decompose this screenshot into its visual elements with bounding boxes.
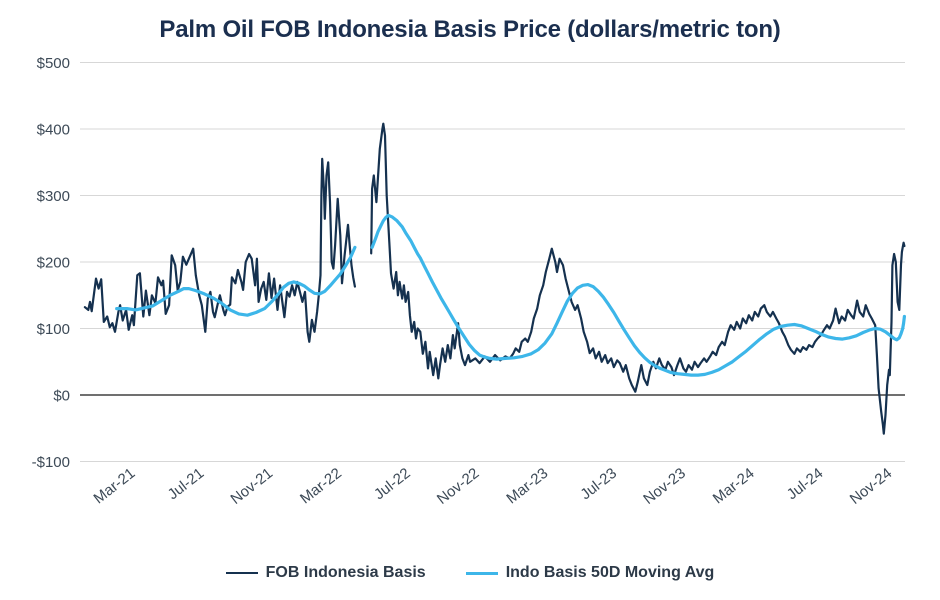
y-tick-label: -$100 xyxy=(32,454,70,471)
x-tick-label: Jul-24 xyxy=(784,465,827,504)
x-tick-label: Mar-24 xyxy=(710,465,758,508)
y-tick-label: $400 xyxy=(37,122,70,139)
legend-item-moving_avg: Indo Basis 50D Moving Avg xyxy=(465,564,715,582)
series-line-indo-basis-50d-moving-avg xyxy=(115,213,906,377)
x-tick-label: Jul-21 xyxy=(165,465,208,504)
y-tick-label: $300 xyxy=(37,188,70,205)
x-tick-label: Nov-21 xyxy=(227,465,276,508)
legend-item-basis: FOB Indonesia Basis xyxy=(225,564,426,582)
x-tick-label: Mar-23 xyxy=(503,465,551,508)
legend-swatch-moving_avg xyxy=(465,571,498,575)
y-tick-label: $100 xyxy=(37,321,70,338)
y-tick-label: $0 xyxy=(53,388,70,405)
legend-label: FOB Indonesia Basis xyxy=(265,564,426,581)
x-tick-label: Nov-22 xyxy=(434,465,483,508)
x-tick-label: Mar-21 xyxy=(91,465,139,508)
legend-swatch-basis xyxy=(225,572,258,574)
x-tick-label: Jul-23 xyxy=(577,465,620,504)
legend-label: Indo Basis 50D Moving Avg xyxy=(505,564,715,581)
x-tick-label: Nov-23 xyxy=(640,465,689,508)
x-tick-label: Nov-24 xyxy=(847,465,896,508)
y-tick-label: $500 xyxy=(37,55,70,72)
series-line-fob-indonesia-basis xyxy=(83,122,906,435)
chart-title: Palm Oil FOB Indonesia Basis Price (doll… xyxy=(159,16,781,43)
x-tick-label: Jul-22 xyxy=(371,465,414,504)
x-tick-label: Mar-22 xyxy=(297,465,345,508)
chart-legend: FOB Indonesia Basis Indo Basis 50D Moving… xyxy=(0,564,940,582)
y-tick-label: $200 xyxy=(37,255,70,272)
